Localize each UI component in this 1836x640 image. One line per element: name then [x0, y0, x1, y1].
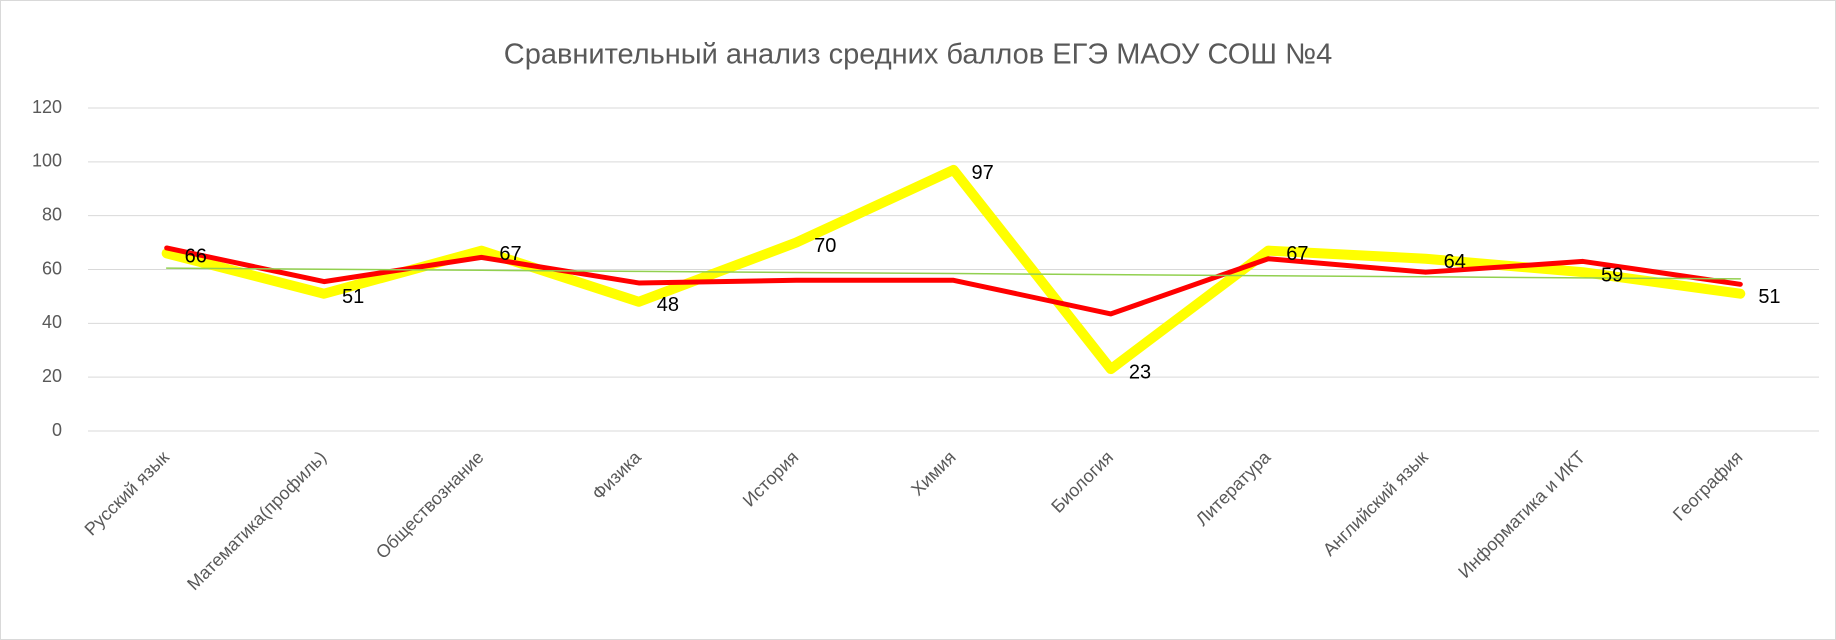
data-label: 70 [814, 235, 836, 257]
y-tick-label: 40 [42, 312, 62, 332]
y-tick-label: 60 [42, 258, 62, 278]
data-label: 59 [1601, 264, 1623, 286]
data-label: 67 [499, 243, 521, 265]
y-tick-label: 100 [32, 151, 62, 171]
data-label: 51 [342, 286, 364, 308]
y-tick-label: 0 [52, 420, 62, 440]
data-label: 23 [1129, 361, 1151, 383]
data-label: 64 [1444, 251, 1466, 273]
series-line [165, 267, 1742, 280]
y-tick-label: 120 [32, 97, 62, 117]
y-tick-label: 80 [42, 204, 62, 224]
data-label: 66 [185, 246, 207, 268]
chart-title: Сравнительный анализ средних баллов ЕГЭ … [504, 39, 1332, 71]
y-tick-label: 20 [42, 366, 62, 386]
data-label: 51 [1758, 286, 1780, 308]
series-line [164, 245, 1743, 317]
data-label: 97 [972, 162, 994, 184]
data-label: 67 [1286, 243, 1308, 265]
data-label: 48 [657, 294, 679, 316]
